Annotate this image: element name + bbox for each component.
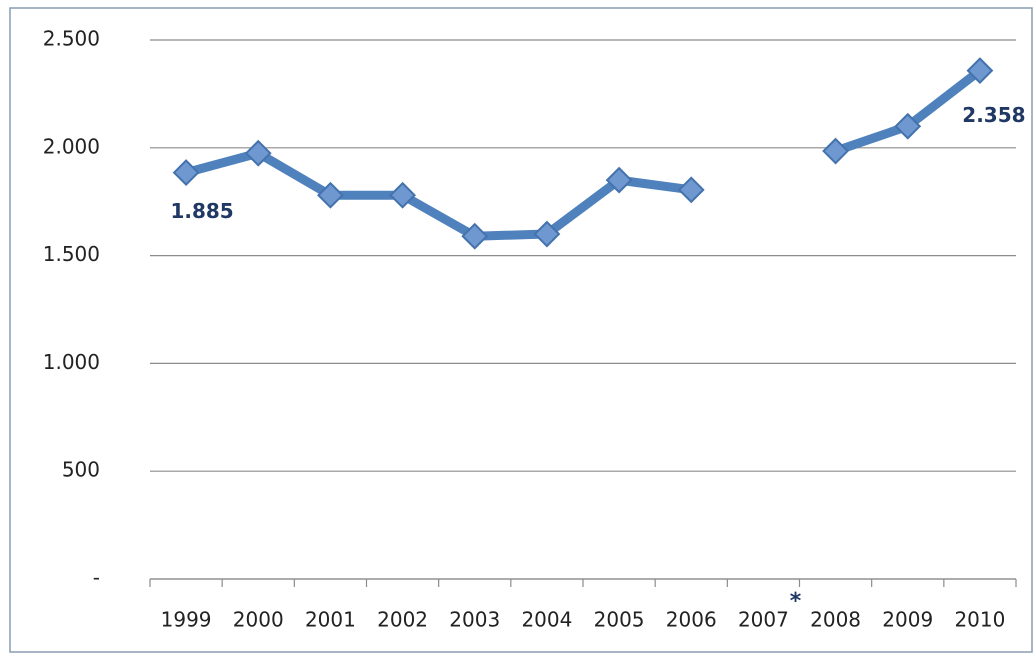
x-tick-label: 2004 <box>521 608 572 632</box>
x-tick-label: 2002 <box>377 608 428 632</box>
x-tick-label: 1999 <box>161 608 212 632</box>
x-tick-label: 2006 <box>666 608 717 632</box>
marker <box>317 181 344 209</box>
marker <box>822 137 849 165</box>
x-tick-label: 2008 <box>810 608 861 632</box>
y-tick-label: 2.000 <box>43 134 100 158</box>
marker <box>533 220 561 248</box>
x-tick-label: 2003 <box>449 608 500 632</box>
marker <box>605 166 633 194</box>
x-tick-label: 2010 <box>954 608 1005 632</box>
marker <box>966 57 994 85</box>
marker <box>894 112 922 140</box>
y-tick-label: 1.000 <box>43 350 100 374</box>
y-tick-label: 2.500 <box>43 27 100 51</box>
y-tick-label: 500 <box>62 458 100 482</box>
x-tick-label: 2005 <box>594 608 645 632</box>
x-tick-label: 2000 <box>233 608 284 632</box>
annotation: * <box>790 589 802 614</box>
data-label: 2.358 <box>962 103 1025 127</box>
data-label: 1.885 <box>170 199 233 223</box>
x-tick-label: 2001 <box>305 608 356 632</box>
chart-frame <box>9 7 1033 653</box>
y-tick-label: - <box>93 566 100 590</box>
marker <box>244 139 272 167</box>
y-tick-label: 1.500 <box>43 242 100 266</box>
marker <box>461 222 489 250</box>
marker <box>389 181 416 209</box>
marker <box>677 176 705 204</box>
marker <box>172 159 200 187</box>
x-tick-label: 2009 <box>882 608 933 632</box>
x-tick-label: 2007 <box>738 608 789 632</box>
